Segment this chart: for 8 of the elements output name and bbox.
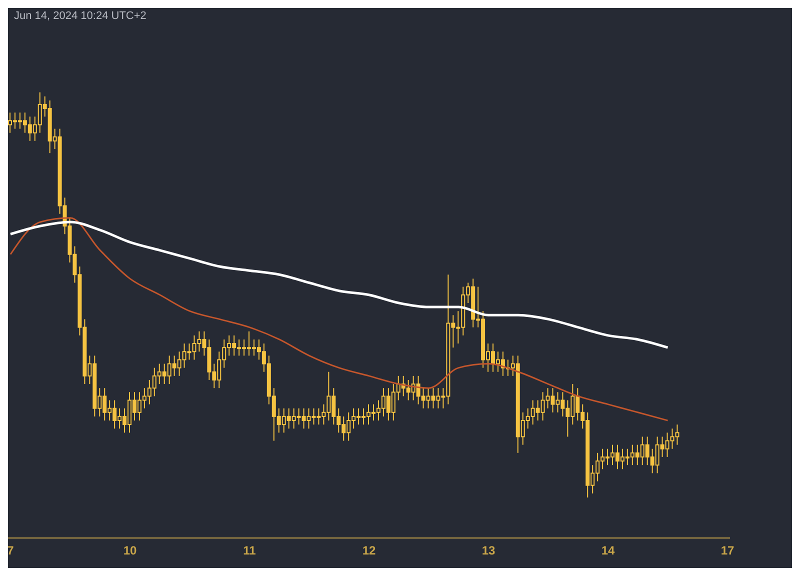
- x-tick-label: 11: [243, 544, 256, 558]
- x-tick-label: 12: [362, 544, 376, 558]
- x-tick-label: 10: [123, 544, 137, 558]
- x-tick-label: 14: [601, 544, 615, 558]
- chart-title: Jun 14, 2024 10:24 UTC+2: [13, 9, 148, 24]
- x-tick-label: 17: [720, 544, 735, 558]
- x-tick-label: 13: [482, 544, 496, 558]
- x-tick-label: 7: [7, 544, 14, 558]
